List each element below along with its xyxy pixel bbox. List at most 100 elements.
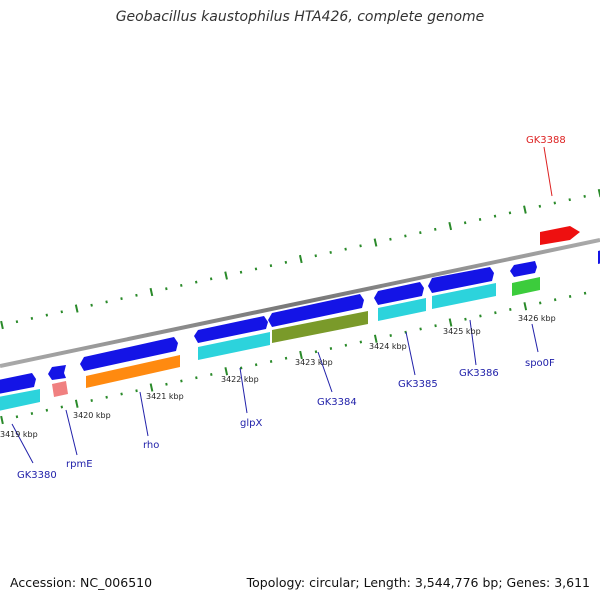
forward-strand-genes — [0, 250, 600, 394]
minor-tick — [239, 270, 243, 274]
minor-tick — [15, 320, 19, 324]
major-tick — [373, 334, 378, 343]
minor-tick — [359, 244, 362, 248]
minor-tick — [508, 211, 512, 215]
gene-arrow-top-1[interactable] — [0, 373, 36, 394]
gene-label-gk3388[interactable]: GK3388 — [526, 135, 566, 146]
minor-tick — [254, 363, 258, 367]
map-title: Geobacillus kaustophilus HTA426, complet… — [115, 9, 485, 25]
minor-tick — [120, 392, 123, 396]
minor-tick — [464, 317, 467, 321]
minor-tick — [90, 303, 93, 307]
minor-tick — [478, 217, 482, 221]
minor-tick — [120, 297, 123, 301]
minor-tick — [434, 227, 437, 231]
minor-tick — [15, 415, 19, 419]
tick-label: 3424 kbp — [369, 342, 407, 351]
minor-tick — [359, 340, 363, 344]
minor-tick — [329, 250, 332, 254]
gene-label-rpme[interactable]: rpmE — [66, 459, 93, 470]
minor-tick — [583, 194, 586, 198]
tick-label: 3425 kbp — [443, 327, 481, 336]
minor-tick — [463, 221, 467, 225]
tick-label: 3422 kbp — [221, 375, 259, 384]
minor-tick — [284, 260, 288, 264]
gene-arrow-top-5[interactable] — [268, 294, 364, 327]
minor-tick — [45, 313, 49, 317]
minor-tick — [493, 214, 497, 218]
minor-tick — [553, 298, 557, 302]
minor-tick — [389, 334, 392, 337]
gene-arrow-top-3[interactable] — [80, 337, 178, 371]
highlight-callout-line — [543, 146, 553, 197]
gene-labels: GK3380 rpmE rho glpX GK3384 GK3385 GK338… — [17, 135, 566, 481]
minor-tick — [165, 382, 168, 386]
gene-callout-lines — [11, 319, 539, 464]
minor-tick — [344, 247, 347, 251]
minor-tick — [494, 311, 497, 315]
tick-label: 3421 kbp — [146, 392, 184, 401]
minor-tick — [329, 347, 333, 350]
major-tick — [74, 304, 79, 313]
major-tick — [448, 318, 453, 327]
major-tick — [74, 399, 79, 408]
gene-arrow-bottom-7[interactable] — [432, 283, 496, 309]
gene-label-spo0f[interactable]: spo0F — [525, 358, 555, 369]
minor-tick — [568, 198, 571, 202]
minor-tick — [314, 254, 318, 258]
minor-tick — [90, 399, 93, 402]
accession-text: Accession: NC_006510 — [10, 575, 153, 590]
gene-arrow-top-8[interactable] — [510, 261, 537, 277]
gene-arrow-highlight[interactable] — [540, 226, 580, 245]
gene-label-gk3386[interactable]: GK3386 — [459, 368, 499, 379]
gene-label-gk3385[interactable]: GK3385 — [398, 379, 438, 390]
major-tick — [0, 415, 4, 425]
minor-tick — [195, 376, 198, 380]
gene-label-glpx[interactable]: glpX — [240, 418, 262, 429]
major-tick — [448, 221, 453, 231]
gene-arrow-bottom-5[interactable] — [272, 311, 368, 343]
gene-arrow-top-2[interactable] — [48, 365, 66, 380]
gene-arrow-top-4[interactable] — [194, 316, 268, 343]
minor-tick — [105, 300, 108, 304]
major-tick — [149, 287, 154, 297]
upper-tick-ruler — [0, 188, 600, 330]
gene-label-gk3380[interactable]: GK3380 — [17, 470, 57, 481]
minor-tick — [389, 237, 392, 241]
gene-arrow-top-6[interactable] — [374, 282, 424, 305]
gene-arrow-bottom-4[interactable] — [198, 332, 270, 360]
gene-label-rho[interactable]: rho — [143, 440, 159, 451]
major-tick — [224, 367, 229, 376]
minor-tick — [105, 395, 108, 399]
minor-tick — [30, 412, 34, 415]
gene-arrow-bottom-2[interactable] — [52, 381, 68, 397]
gene-arrow-bottom-8[interactable] — [512, 277, 540, 296]
minor-tick — [568, 295, 572, 298]
minor-tick — [344, 343, 348, 347]
minor-tick — [538, 204, 542, 208]
minor-tick — [45, 408, 49, 412]
genome-backbone — [0, 238, 600, 368]
minor-tick — [314, 350, 318, 354]
major-tick — [298, 254, 303, 264]
lower-tick-ruler — [0, 291, 587, 425]
gene-arrow-bottom-6[interactable] — [378, 298, 426, 321]
minor-tick — [209, 277, 213, 281]
minor-tick — [269, 264, 273, 268]
gene-arrow-bottom-1[interactable] — [0, 389, 40, 411]
minor-tick — [60, 405, 64, 409]
minor-tick — [419, 327, 422, 331]
gene-arrow-top-7[interactable] — [428, 267, 494, 293]
minor-tick — [434, 324, 437, 328]
minor-tick — [180, 379, 183, 383]
tick-label: 3420 kbp — [73, 411, 111, 420]
minor-tick — [180, 283, 183, 287]
minor-tick — [583, 291, 587, 295]
minor-tick — [479, 314, 482, 318]
minor-tick — [194, 280, 198, 284]
gene-arrow-bottom-3[interactable] — [86, 355, 180, 388]
gene-label-gk3384[interactable]: GK3384 — [317, 397, 357, 408]
minor-tick — [239, 366, 243, 370]
major-tick — [523, 302, 528, 311]
